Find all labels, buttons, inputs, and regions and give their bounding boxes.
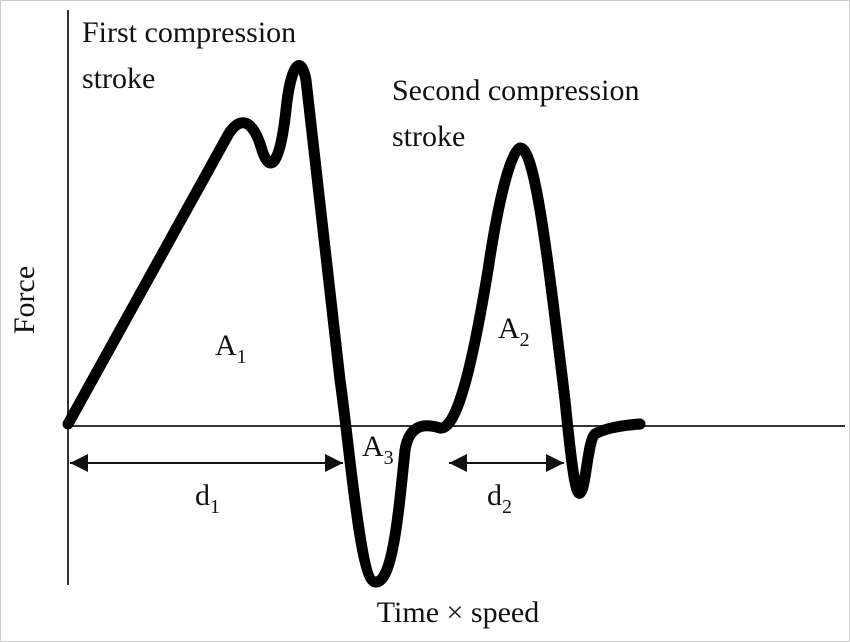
area-label: A3	[362, 430, 394, 469]
area-label: A1	[215, 329, 247, 368]
area-letter: A	[215, 329, 237, 362]
distance-subscript: 2	[502, 496, 512, 518]
area-subscript: 3	[384, 447, 394, 469]
y-axis-label: Force	[8, 266, 41, 334]
force-curve	[62, 60, 646, 588]
distance-letter: d	[195, 479, 210, 512]
distance-label: d2	[487, 479, 512, 518]
first-stroke-label: stroke	[82, 62, 155, 95]
area-letter: A	[362, 430, 384, 463]
second-stroke-label: Second compression	[392, 74, 639, 107]
x-axis-label: Time × speed	[377, 596, 539, 629]
second-stroke-label: stroke	[392, 120, 465, 153]
area-subscript: 2	[520, 329, 530, 351]
distance-letter: d	[487, 479, 502, 512]
first-stroke-label: First compression	[82, 16, 296, 49]
distance-label: d1	[195, 479, 220, 518]
area-letter: A	[498, 312, 520, 345]
area-label: A2	[498, 312, 530, 351]
distance-subscript: 1	[210, 496, 220, 518]
area-subscript: 1	[237, 346, 247, 368]
